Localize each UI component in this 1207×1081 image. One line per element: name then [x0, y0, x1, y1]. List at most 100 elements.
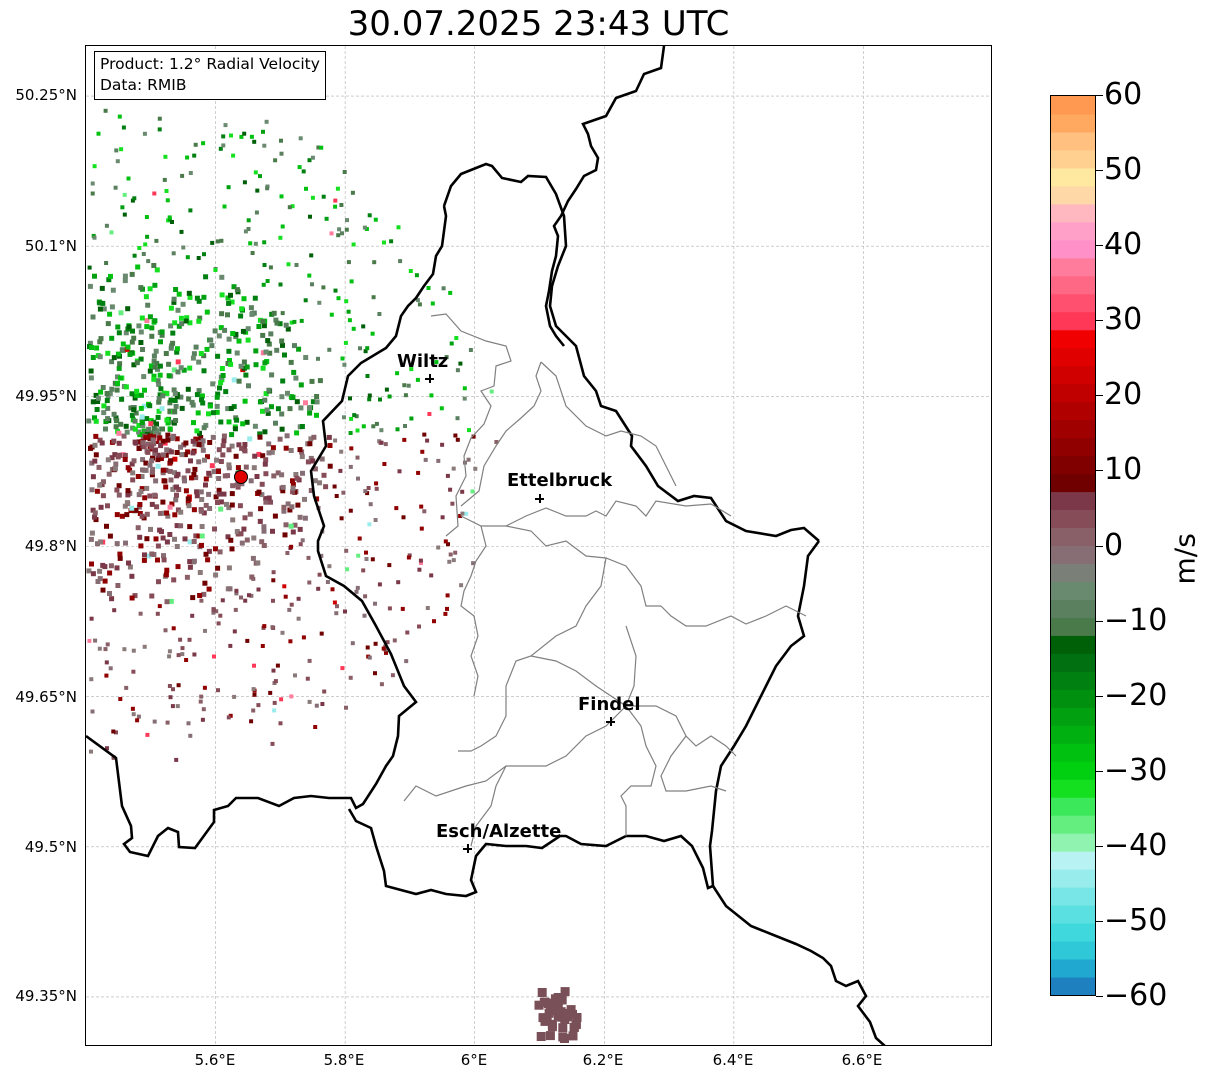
- colorbar-segment: [1051, 257, 1095, 277]
- colorbar-segment: [1051, 779, 1095, 798]
- lon-tick-label: 5.6°E: [194, 1051, 236, 1069]
- colorbar-tick-mark: [1096, 320, 1103, 322]
- colorbar-tick-label: −40: [1104, 827, 1168, 863]
- city-label-wiltz: Wiltz: [397, 351, 449, 372]
- colorbar-tick-label: −20: [1104, 677, 1168, 713]
- colorbar-tick-mark: [1096, 170, 1103, 172]
- lon-tick-label: 6.4°E: [712, 1051, 754, 1069]
- data-source-label: Data: RMIB: [100, 76, 187, 94]
- colorbar-tick-label: 20: [1104, 377, 1143, 413]
- colorbar-segment: [1051, 221, 1095, 241]
- colorbar-segment: [1051, 311, 1095, 331]
- colorbar-segment: [1051, 383, 1095, 403]
- colorbar-segment: [1051, 185, 1095, 205]
- map-canvas: [86, 46, 991, 1045]
- lat-tick-label: 50.1°N: [24, 237, 77, 255]
- colorbar-segment: [1051, 653, 1095, 672]
- colorbar-tick-mark: [1096, 95, 1103, 96]
- colorbar-segment: [1051, 671, 1095, 690]
- colorbar-tick-label: 30: [1104, 302, 1143, 338]
- city-label-esch-alzette: Esch/Alzette: [436, 821, 562, 842]
- canton-borders: [403, 313, 807, 847]
- colorbar-segment: [1051, 329, 1095, 349]
- colorbar-segment: [1051, 509, 1095, 529]
- colorbar-tick-label: 40: [1104, 227, 1143, 263]
- colorbar-segment: [1051, 959, 1095, 978]
- lon-tick-label: 5.8°E: [323, 1051, 365, 1069]
- colorbar-tick-label: 60: [1104, 77, 1143, 112]
- colorbar-tick-mark: [1096, 620, 1103, 622]
- product-info-box: Product: 1.2° Radial Velocity Data: RMIB: [94, 51, 326, 100]
- city-marker-findel: [606, 717, 615, 726]
- map-title: 30.07.2025 23:43 UTC: [347, 4, 730, 44]
- colorbar-segment: [1051, 581, 1095, 600]
- lat-tick-label: 50.25°N: [15, 86, 77, 104]
- colorbar-segment: [1051, 527, 1095, 546]
- colorbar-segment: [1051, 96, 1095, 115]
- city-marker-ettelbruck: [535, 494, 544, 503]
- lat-tick-label: 49.65°N: [15, 688, 77, 706]
- colorbar-segment: [1051, 905, 1095, 924]
- colorbar: [1050, 95, 1096, 996]
- colorbar-tick-label: 10: [1104, 452, 1143, 488]
- colorbar-tick-mark: [1096, 996, 1103, 997]
- colorbar-segment: [1051, 923, 1095, 942]
- colorbar-segment: [1051, 977, 1095, 995]
- border-luxembourg-north: [442, 162, 820, 542]
- border-luxembourg-east: [347, 540, 821, 898]
- colorbar-segment: [1051, 887, 1095, 906]
- colorbar-segment: [1051, 473, 1095, 493]
- colorbar-segment: [1051, 851, 1095, 870]
- colorbar-unit-label: m/s: [1168, 533, 1202, 585]
- colorbar-segment: [1051, 599, 1095, 618]
- map-panel[interactable]: [85, 45, 992, 1046]
- colorbar-tick-mark: [1096, 395, 1103, 397]
- radar-site-marker: [234, 470, 248, 484]
- colorbar-segment: [1051, 491, 1095, 511]
- colorbar-segment: [1051, 941, 1095, 960]
- colorbar-segment: [1051, 167, 1095, 187]
- colorbar-segment: [1051, 131, 1095, 151]
- colorbar-segment: [1051, 275, 1095, 295]
- colorbar-segment: [1051, 365, 1095, 385]
- lon-tick-label: 6.2°E: [582, 1051, 624, 1069]
- colorbar-tick-mark: [1096, 770, 1103, 772]
- colorbar-segment: [1051, 815, 1095, 834]
- colorbar-segment: [1051, 347, 1095, 367]
- colorbar-segment: [1051, 149, 1095, 169]
- colorbar-segment: [1051, 743, 1095, 762]
- colorbar-segment: [1051, 113, 1095, 133]
- gridlines: [86, 46, 991, 1045]
- colorbar-tick-mark: [1096, 845, 1103, 847]
- colorbar-tick-label: −30: [1104, 752, 1168, 788]
- colorbar-tick-mark: [1096, 545, 1103, 547]
- colorbar-segment: [1051, 797, 1095, 816]
- colorbar-tick-label: −60: [1104, 978, 1168, 1013]
- city-label-findel: Findel: [578, 694, 641, 715]
- colorbar-segment: [1051, 401, 1095, 421]
- colorbar-segment: [1051, 617, 1095, 636]
- lat-tick-label: 49.5°N: [24, 838, 77, 856]
- colorbar-segment: [1051, 455, 1095, 475]
- colorbar-tick-label: −50: [1104, 902, 1168, 938]
- colorbar-segment: [1051, 437, 1095, 457]
- border-germany-north: [544, 46, 666, 347]
- city-marker-esch-alzette: [463, 844, 472, 853]
- colorbar-tick-mark: [1096, 470, 1103, 472]
- colorbar-segment: [1051, 545, 1095, 564]
- colorbar-tick-label: −10: [1104, 602, 1168, 638]
- colorbar-segment: [1051, 239, 1095, 259]
- colorbar-tick-label: 0: [1104, 527, 1124, 563]
- colorbar-tick-mark: [1096, 695, 1103, 697]
- product-label: Product: 1.2° Radial Velocity: [100, 55, 320, 73]
- colorbar-segment: [1051, 869, 1095, 888]
- lat-tick-label: 49.35°N: [15, 987, 77, 1005]
- colorbar-segment: [1051, 635, 1095, 654]
- city-marker-wiltz: [425, 374, 434, 383]
- lon-tick-label: 6°E: [460, 1051, 488, 1069]
- colorbar-segment: [1051, 689, 1095, 708]
- colorbar-segment: [1051, 563, 1095, 582]
- colorbar-segment: [1051, 761, 1095, 780]
- colorbar-segment: [1051, 419, 1095, 439]
- lon-tick-label: 6.6°E: [841, 1051, 883, 1069]
